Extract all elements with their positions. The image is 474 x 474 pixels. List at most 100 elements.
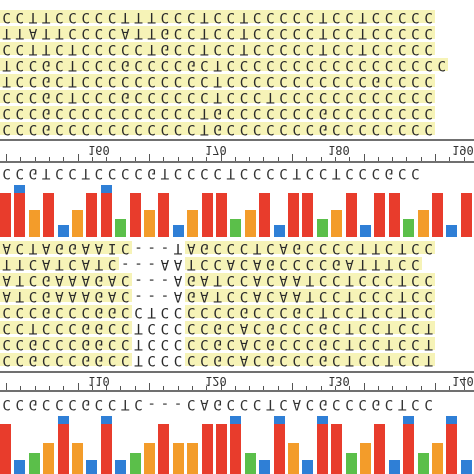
residue: T [65, 41, 80, 57]
residue: C [369, 121, 383, 137]
residue: C [250, 57, 264, 73]
consensus-residue: G [28, 396, 38, 412]
residue: C [237, 288, 251, 304]
residue: T [13, 25, 27, 41]
residue: C [52, 121, 66, 137]
residue: C [26, 105, 40, 121]
residue: C [118, 320, 132, 336]
residue: A [105, 288, 119, 304]
consensus-residue: C [411, 165, 420, 181]
conservation-bar [288, 193, 299, 237]
residue: C [382, 240, 396, 256]
conservation-bar [403, 424, 415, 474]
residue: C [92, 25, 106, 41]
residue: C [303, 240, 317, 256]
residue: C [79, 25, 93, 41]
residue: T [13, 256, 27, 272]
residue: T [0, 256, 14, 272]
residue: A [79, 240, 93, 256]
residue: C [263, 105, 277, 121]
residue: T [316, 41, 330, 57]
residue: C [224, 121, 238, 137]
residue: C [145, 121, 159, 137]
residue: T [39, 41, 53, 57]
residue: T [211, 272, 225, 288]
residue: G [118, 89, 132, 105]
residue: C [422, 89, 436, 105]
conservation-bar [100, 193, 112, 237]
ruler-tick [163, 157, 165, 161]
conservation-bar-cap [446, 416, 458, 424]
ruler-tick [249, 157, 251, 161]
consensus-residue: T [81, 165, 90, 181]
residue: C [131, 105, 146, 121]
residue: C [422, 9, 436, 25]
residue: A [290, 288, 304, 304]
residue: C [422, 288, 436, 304]
conservation-bar [115, 218, 127, 237]
consensus-residue: T [121, 396, 130, 412]
residue: C [171, 57, 185, 73]
consensus-residue: C [266, 165, 275, 181]
residue: C [26, 304, 40, 320]
ruler-tick [349, 157, 351, 161]
residue: T [39, 25, 53, 41]
residue: T [52, 25, 66, 41]
residue: C [224, 89, 238, 105]
residue: T [395, 304, 409, 320]
residue: C [408, 336, 422, 352]
residue: - [134, 272, 143, 288]
residue: C [303, 352, 317, 368]
residue: C [408, 89, 422, 105]
conservation-bar [172, 443, 184, 474]
consensus-residue: C [371, 165, 381, 181]
residue: C [276, 41, 291, 57]
consensus-residue: T [332, 165, 341, 181]
residue: C [237, 121, 251, 137]
residue: C [160, 320, 170, 336]
conservation-bar [201, 424, 213, 474]
residue: T [342, 288, 357, 304]
residue: T [184, 256, 198, 272]
residue: C [26, 73, 40, 89]
residue: C [329, 25, 343, 41]
consensus-residue: C [345, 165, 354, 181]
residue: T [342, 320, 357, 336]
residue: T [356, 9, 370, 25]
residue: G [92, 336, 106, 352]
residue: T [211, 89, 225, 105]
residue: C [316, 240, 330, 256]
residue: A [224, 256, 238, 272]
consensus-residue: C [239, 396, 249, 412]
ruler-labels: 160 170 180 190 [0, 141, 474, 157]
residue: C [0, 9, 14, 25]
ruler-label: 130 [328, 374, 350, 388]
residue: G [290, 240, 304, 256]
consensus-residue: C [68, 165, 77, 181]
consensus-residue: T [226, 165, 236, 181]
residue: C [184, 105, 198, 121]
residue: C [422, 41, 436, 57]
residue: T [145, 9, 159, 25]
residue: C [263, 41, 277, 57]
residue: C [290, 336, 304, 352]
residue: T [356, 41, 370, 57]
consensus-residue: C [107, 396, 117, 412]
conservation-bar [201, 193, 213, 237]
residue: - [147, 256, 156, 272]
consensus-residue: C [186, 165, 196, 181]
residue: A [184, 240, 198, 256]
residue: C [303, 256, 317, 272]
residue: G [52, 240, 66, 256]
consensus-residue: C [318, 165, 328, 181]
residue: G [184, 57, 198, 73]
residue: C [237, 57, 251, 73]
residue: C [145, 89, 159, 105]
residue: C [369, 105, 383, 121]
residue: C [356, 121, 370, 137]
consensus-residue: C [2, 165, 11, 181]
residue: C [79, 304, 93, 320]
residue: T [422, 320, 436, 336]
